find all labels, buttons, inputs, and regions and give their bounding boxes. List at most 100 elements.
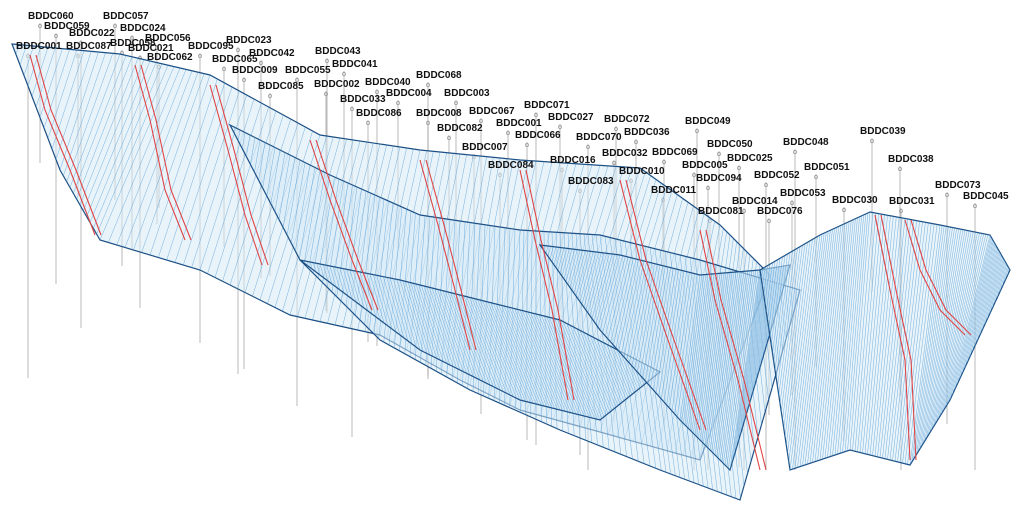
horizon-line — [29, 54, 96, 236]
horizon-line — [309, 139, 373, 311]
well-label: BDDC073 — [935, 180, 981, 191]
well-label: BDDC045 — [963, 191, 1009, 202]
well-top-marker — [614, 127, 618, 131]
well-top-marker — [79, 41, 83, 45]
well-label: BDDC005 — [682, 160, 728, 171]
well-top-marker — [737, 166, 741, 170]
well-top-marker — [793, 150, 797, 154]
horizon-line — [619, 179, 701, 431]
well-label: BDDC011 — [651, 185, 696, 196]
mesh-lines — [541, 245, 790, 471]
well-label: BDDC030 — [832, 195, 878, 206]
well-label: BDDC014 — [732, 196, 778, 207]
well-label: BDDC076 — [757, 206, 803, 217]
well-label: BDDC082 — [437, 123, 483, 134]
well-top-marker — [534, 113, 538, 117]
mesh-lines — [761, 211, 1010, 471]
well-label: BDDC016 — [550, 155, 596, 166]
well-label: BDDC072 — [604, 114, 650, 125]
horizon-line — [705, 229, 767, 471]
well-top-marker — [447, 136, 451, 140]
well-top-marker — [324, 92, 328, 96]
well-label: BDDC027 — [548, 112, 594, 123]
well-top-marker — [767, 219, 771, 223]
well-top-marker — [113, 24, 117, 28]
well-label: BDDC068 — [416, 70, 462, 81]
well-label: BDDC057 — [103, 11, 149, 22]
well-label: BDDC038 — [888, 154, 934, 165]
surface-mesh-layer — [11, 43, 1011, 501]
well-top-marker — [790, 201, 794, 205]
well-label: BDDC051 — [804, 162, 850, 173]
well-label: BDDC085 — [258, 81, 304, 92]
well-label: BDDC081 — [698, 206, 744, 217]
well-top-marker — [945, 193, 949, 197]
well-label: BDDC021 — [128, 43, 174, 54]
well-top-marker — [525, 143, 529, 147]
well-label: BDDC053 — [780, 188, 826, 199]
well-label: BDDC070 — [576, 132, 622, 143]
well-label: BDDC086 — [356, 108, 402, 119]
horizon-line — [209, 84, 263, 266]
horizon-line — [140, 64, 192, 241]
well-top-marker — [375, 90, 379, 94]
well-top-marker — [38, 24, 42, 28]
well-label: BDDC062 — [147, 52, 193, 63]
well-label: BDDC001 — [496, 118, 542, 129]
well-label: BDDC058 — [110, 38, 156, 49]
well-top-marker — [870, 139, 874, 143]
horizon-line — [315, 139, 379, 311]
well-label: BDDC002 — [314, 79, 360, 90]
well-label: BDDC025 — [727, 153, 773, 164]
well-top-marker — [706, 186, 710, 190]
well-top-marker — [426, 83, 430, 87]
well-top-marker — [198, 54, 202, 58]
well-top-marker — [634, 140, 638, 144]
well-label: BDDC031 — [889, 196, 935, 207]
well-top-marker — [366, 121, 370, 125]
well-label: BDDC071 — [524, 100, 570, 111]
horizon-line — [904, 219, 966, 336]
well-top-marker — [814, 175, 818, 179]
horizon-line — [625, 179, 707, 431]
horizon-line — [419, 159, 471, 351]
well-top-marker — [558, 125, 562, 129]
well-label: BDDC049 — [685, 116, 731, 127]
horizon-line — [525, 169, 575, 401]
well-top-marker — [342, 72, 346, 76]
well-label: BDDC040 — [365, 77, 411, 88]
well-top-marker — [898, 167, 902, 171]
well-top-marker — [506, 131, 510, 135]
well-label: BDDC009 — [232, 65, 278, 76]
well-label: BDDC094 — [696, 173, 742, 184]
horizon-line — [134, 64, 186, 241]
well-label: BDDC083 — [568, 176, 614, 187]
well-label: BDDC055 — [285, 65, 331, 76]
well-top-marker — [54, 34, 58, 38]
well-top-marker — [259, 61, 263, 65]
horizon-line — [874, 214, 911, 461]
well-top-marker — [268, 94, 272, 98]
well-label: BDDC022 — [69, 28, 115, 39]
well-label: BDDC095 — [188, 41, 234, 52]
well-label: BDDC001 — [16, 41, 62, 52]
well-label: BDDC052 — [754, 170, 800, 181]
well-top-marker — [692, 173, 696, 177]
well-top-marker — [236, 48, 240, 52]
well-top-marker — [325, 59, 329, 63]
well-label: BDDC008 — [416, 108, 462, 119]
horizon-line — [519, 169, 569, 401]
well-top-marker — [155, 46, 159, 50]
well-top-marker — [717, 152, 721, 156]
well-label: BDDC050 — [707, 139, 753, 150]
well-top-marker — [899, 209, 903, 213]
horizon-lines-layer — [29, 54, 972, 471]
well-top-marker — [662, 160, 666, 164]
well-label: BDDC056 — [145, 33, 191, 44]
well-label: BDDC059 — [44, 21, 90, 32]
well-top-marker — [426, 121, 430, 125]
well-top-marker — [454, 101, 458, 105]
well-top-marker — [973, 204, 977, 208]
horizon-line — [880, 214, 917, 461]
horizon-line — [910, 219, 972, 336]
